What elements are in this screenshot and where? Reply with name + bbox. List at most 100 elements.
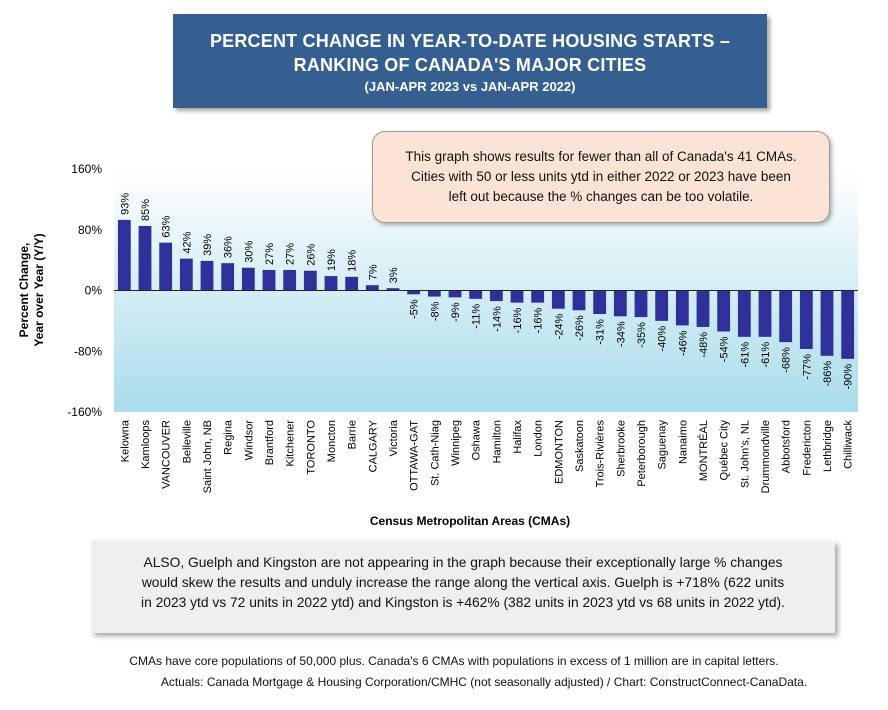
y-axis-title-line2: Year over Year (Y/Y): [32, 233, 46, 346]
bar: [779, 290, 793, 343]
category-label: Saskatoon: [574, 420, 586, 472]
data-label: -90%: [843, 364, 855, 390]
data-label: 19%: [326, 249, 338, 271]
bar: [841, 290, 855, 359]
category-label: Halifax: [512, 420, 524, 454]
data-label: -77%: [801, 354, 813, 380]
data-label: 18%: [347, 250, 359, 272]
bar-chart: 160% 80% 0% -80% -160% 93% 85% 63% 42% 39% 36% 30%…: [17, 162, 858, 528]
bar: [324, 276, 338, 291]
data-label: 27%: [285, 243, 297, 265]
x-axis-title: Census Metropolitan Areas (CMAs): [370, 514, 570, 528]
data-label: -8%: [429, 301, 441, 321]
category-label: Moncton: [326, 420, 338, 462]
category-label: Winnipeg: [450, 420, 462, 466]
data-label: -31%: [595, 319, 607, 345]
data-label: -48%: [698, 332, 710, 358]
category-label: Abbotsford: [781, 420, 793, 473]
data-label: -24%: [553, 314, 565, 340]
category-label: Kitchener: [285, 420, 297, 467]
bar: [820, 290, 834, 356]
y-tick-label: 0%: [85, 284, 103, 298]
category-label: Victoria: [388, 419, 400, 456]
y-tick-label: -160%: [67, 405, 102, 419]
category-label: CALGARY: [367, 419, 379, 472]
bar: [531, 290, 545, 303]
bar: [717, 290, 731, 332]
bar: [303, 270, 317, 291]
info-line2: would skew the results and unduly increa…: [141, 575, 785, 590]
bar: [200, 260, 214, 291]
bar: [179, 258, 193, 291]
chart-title-box: PERCENT CHANGE IN YEAR-TO-DATE HOUSING S…: [173, 14, 767, 108]
note-line1: This graph shows results for fewer than …: [405, 149, 797, 164]
bar: [613, 290, 627, 317]
data-label: 26%: [305, 244, 317, 266]
data-label: 63%: [161, 215, 173, 237]
bar: [448, 290, 462, 298]
data-label: -46%: [677, 330, 689, 356]
data-label: 39%: [202, 234, 214, 256]
category-label: Belleville: [181, 420, 193, 463]
data-label: 36%: [223, 236, 235, 258]
data-label: 27%: [264, 243, 276, 265]
data-label: -40%: [657, 326, 669, 352]
chart-subtitle: (JAN-APR 2023 vs JAN-APR 2022): [364, 79, 576, 94]
category-label: Nanaimo: [677, 420, 689, 464]
info-line1: ALSO, Guelph and Kingston are not appear…: [143, 555, 783, 570]
category-label: St. Cath-Niag: [429, 420, 441, 486]
bar: [138, 225, 152, 291]
data-label: -61%: [760, 342, 772, 368]
bar: [241, 267, 255, 291]
chart-title-line1: PERCENT CHANGE IN YEAR-TO-DATE HOUSING S…: [209, 31, 731, 51]
bar: [469, 290, 483, 299]
bar: [758, 290, 772, 337]
bar: [593, 290, 607, 315]
category-label: St. John's, NL: [739, 420, 751, 488]
data-label: 7%: [367, 264, 379, 280]
bar: [427, 290, 441, 297]
category-label: Barrie: [347, 420, 359, 449]
data-label: -9%: [450, 302, 462, 322]
category-label: Regina: [223, 419, 235, 455]
category-label: Peterborough: [636, 420, 648, 487]
bar: [345, 276, 359, 291]
category-label: Fredericton: [801, 420, 813, 476]
category-label: Lethbridge: [822, 420, 834, 472]
bar: [159, 242, 173, 291]
data-label: -68%: [781, 347, 793, 373]
category-label: Chilliwack: [843, 420, 855, 469]
data-label: -35%: [636, 322, 648, 348]
category-label: Brantford: [264, 420, 276, 465]
category-label: MONTRÉAL: [697, 420, 710, 481]
note-line2: Cities with 50 or less units ytd in eith…: [411, 169, 791, 184]
category-label: Oshawa: [471, 419, 483, 460]
bar: [737, 290, 751, 337]
category-label: Québec City: [719, 420, 731, 481]
info-box: ALSO, Guelph and Kingston are not appear…: [91, 541, 835, 633]
note-line3: left out because the % changes can be to…: [448, 189, 754, 204]
y-tick-label: 160%: [71, 162, 102, 176]
footer-note: CMAs have core populations of 50,000 plu…: [129, 654, 779, 668]
bar: [407, 290, 421, 295]
data-label: 30%: [243, 240, 255, 262]
bar: [386, 288, 400, 291]
category-label: OTTAWA-GAT: [409, 420, 421, 491]
y-tick-label: -80%: [74, 344, 102, 358]
data-label: 42%: [181, 231, 193, 253]
data-label: -86%: [822, 361, 834, 387]
bar: [675, 290, 689, 326]
bar: [572, 290, 586, 311]
data-label: -61%: [739, 342, 751, 368]
category-label: Saguenay: [657, 420, 669, 470]
category-label: Drummondville: [760, 420, 772, 493]
y-axis-title-line1: Percent Change,: [17, 243, 31, 338]
bar: [551, 290, 565, 309]
data-label: -16%: [512, 307, 524, 333]
data-label: -16%: [533, 307, 545, 333]
category-label: Kamloops: [140, 420, 152, 469]
data-label: -34%: [615, 321, 627, 347]
category-label: Sherbrooke: [615, 420, 627, 477]
chart-title-line2: RANKING OF CANADA'S MAJOR CITIES: [293, 55, 647, 75]
bar: [262, 269, 276, 291]
